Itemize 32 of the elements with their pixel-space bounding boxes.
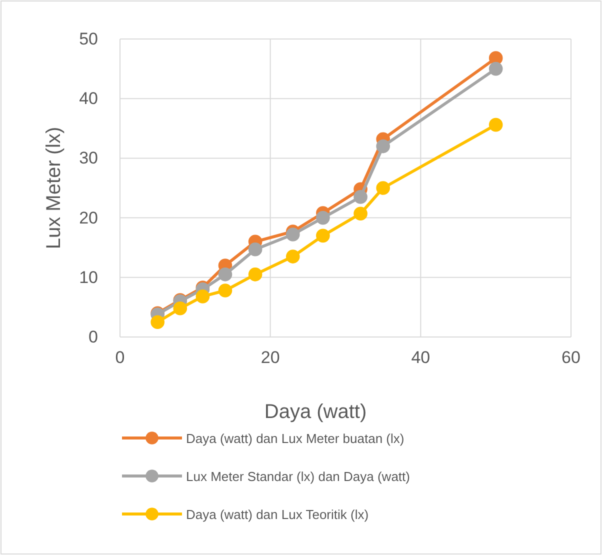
point xyxy=(286,250,300,264)
legend-label: Daya (watt) dan Lux Meter buatan (lx) xyxy=(186,431,404,446)
y-tick-label: 50 xyxy=(79,29,98,48)
point xyxy=(196,290,210,304)
x-axis-title: Daya (watt) xyxy=(264,401,367,423)
x-tick-label: 20 xyxy=(260,348,280,368)
point xyxy=(316,228,330,243)
y-tick-label: 40 xyxy=(79,89,98,108)
y-tick-label: 30 xyxy=(79,148,98,168)
y-axis-title: Lux Meter (lx) xyxy=(43,126,65,250)
y-tick-label: 0 xyxy=(88,327,98,346)
point xyxy=(150,315,164,329)
point xyxy=(376,181,390,195)
point xyxy=(218,284,232,298)
point xyxy=(248,242,262,256)
legend-label: Lux Meter Standar (lx) dan Daya (watt) xyxy=(186,469,410,484)
point xyxy=(354,206,368,221)
point xyxy=(316,210,330,225)
y-tick-label: 10 xyxy=(79,268,98,287)
point xyxy=(376,139,390,154)
legend-label: Daya (watt) dan Lux Teoritik (lx) xyxy=(186,507,369,522)
y-tick-label: 20 xyxy=(79,208,98,228)
x-tick-label: 60 xyxy=(562,348,580,368)
point xyxy=(248,268,262,282)
point xyxy=(488,118,503,132)
point xyxy=(488,62,503,76)
point xyxy=(218,268,232,282)
point xyxy=(173,301,188,316)
point xyxy=(354,190,368,204)
point xyxy=(286,228,300,242)
x-tick-label: 0 xyxy=(115,348,125,368)
x-tick-label: 40 xyxy=(411,348,430,368)
